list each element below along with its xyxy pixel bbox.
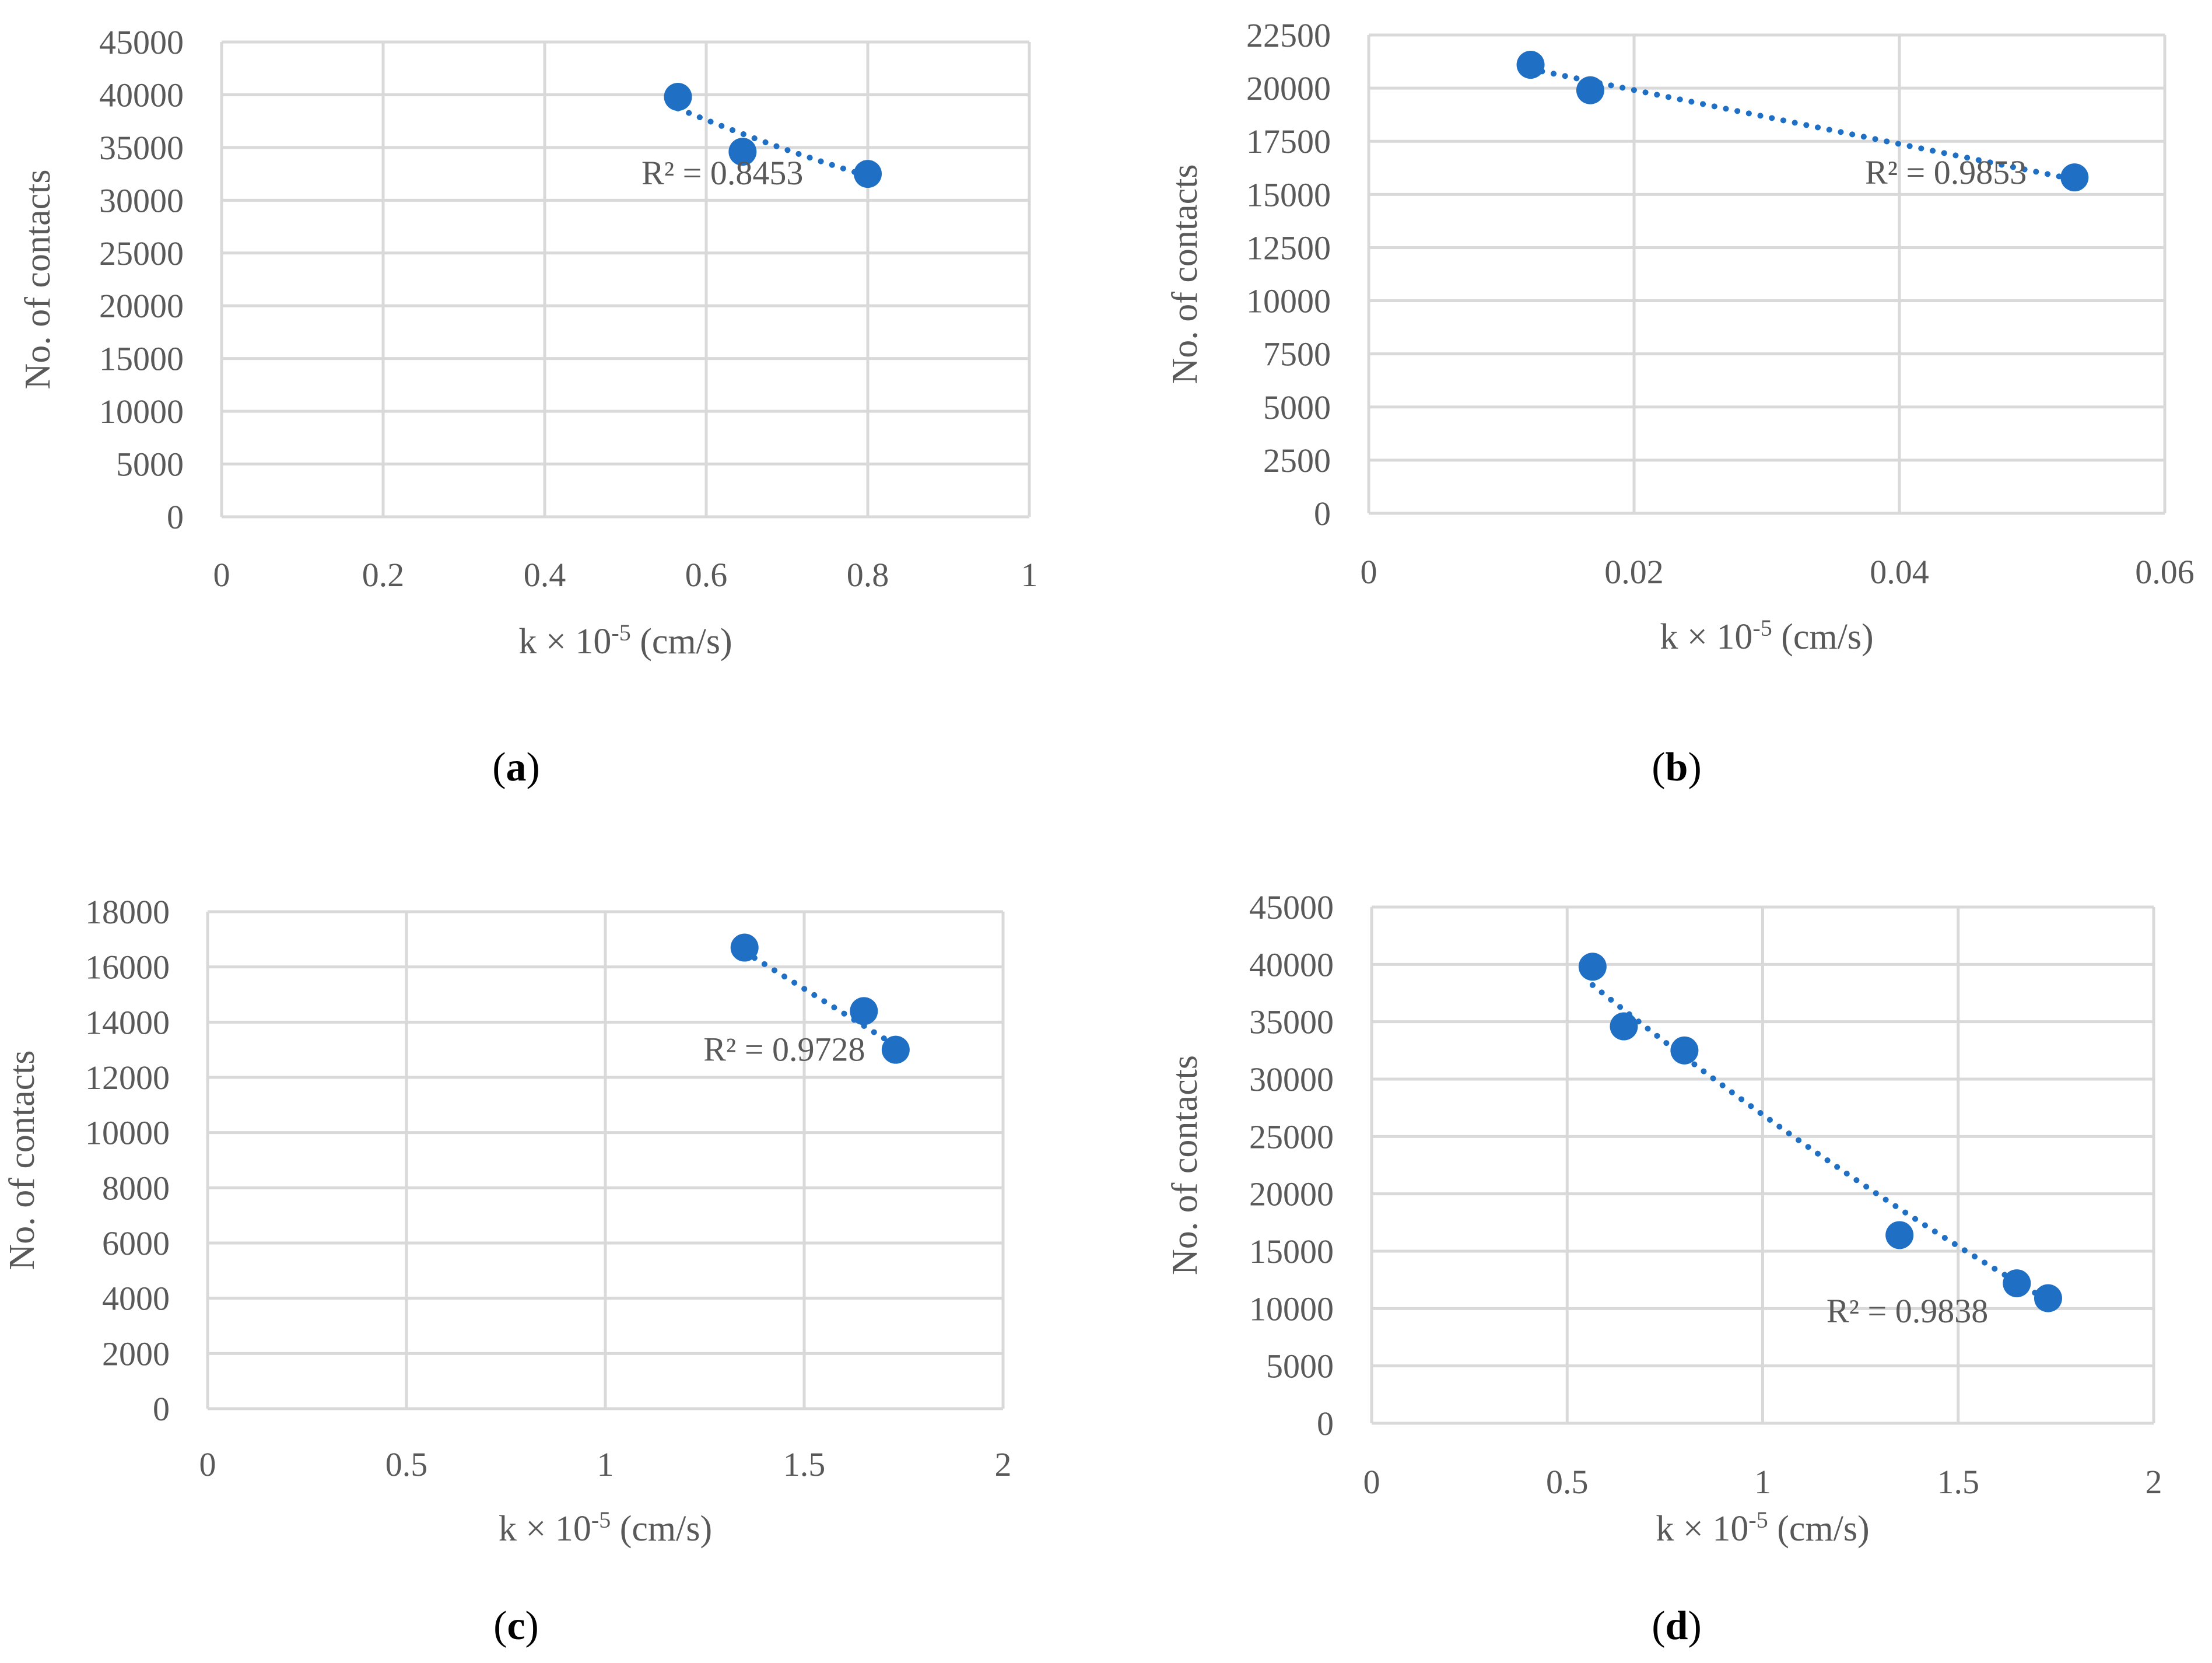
chart-panel-c: 0 2000 4000 6000 8000 10000 12000 14000 16000 180…: [2, 893, 1012, 1549]
r-squared-label: R² = 0.9728: [703, 1031, 865, 1069]
y-tick-label: 30000: [99, 181, 184, 219]
data-point: [1610, 1012, 1638, 1041]
y-axis-title: No. of contacts: [18, 169, 58, 389]
data-point: [1885, 1221, 1914, 1249]
chart-panel-d: 0 5000 10000 15000 20000 25000 30000 35000 40000…: [1165, 888, 2162, 1549]
data-point: [728, 138, 757, 166]
r-squared-label: R² = 0.8453: [641, 154, 803, 192]
y-tick-label: 25000: [1249, 1118, 1334, 1156]
data-point: [1516, 51, 1545, 79]
y-tick-label: 22500: [1246, 16, 1331, 54]
y-tick-label: 15000: [99, 340, 184, 378]
y-tick-label: 5000: [1266, 1347, 1334, 1385]
y-tick-label: 10000: [1246, 282, 1331, 320]
y-tick-label: 0: [167, 498, 184, 536]
r-squared-label: R² = 0.9838: [1827, 1292, 1988, 1330]
x-axis-title: k × 10-5 (cm/s): [1660, 615, 1873, 657]
x-tick-label: 0.02: [1604, 553, 1664, 591]
y-tick-label: 45000: [99, 23, 184, 61]
data-point: [664, 83, 692, 111]
y-tick-label: 12500: [1246, 229, 1331, 267]
x-tick-label: 0: [199, 1445, 216, 1483]
data-point: [2003, 1269, 2031, 1298]
x-tick-label: 0.8: [847, 556, 889, 594]
y-axis-title: No. of contacts: [1165, 164, 1205, 384]
y-tick-label: 7500: [1263, 335, 1331, 373]
chart-panel-b: 0 2500 5000 7500 10000 12500 15000 17500 20000 22…: [1165, 16, 2195, 657]
r-squared-label: R² = 0.9853: [1865, 153, 2027, 191]
data-point: [2034, 1284, 2062, 1312]
y-tick-label: 14000: [85, 1003, 170, 1041]
y-axis-title: No. of contacts: [2, 1050, 42, 1270]
caption-c: (c): [493, 1604, 539, 1648]
x-tick-label: 1.5: [1937, 1463, 1980, 1501]
y-tick-label: 35000: [99, 129, 184, 167]
y-tick-label: 0: [1317, 1405, 1334, 1443]
x-tick-label: 0.6: [685, 556, 728, 594]
data-point: [1576, 76, 1604, 104]
caption-b: (b): [1652, 745, 1702, 790]
x-tick-label: 2: [995, 1445, 1012, 1483]
y-tick-label: 10000: [1249, 1290, 1334, 1328]
x-tick-label: 0.4: [524, 556, 566, 594]
x-axis-title: k × 10-5 (cm/s): [1656, 1507, 1869, 1549]
y-tick-label: 15000: [1246, 176, 1331, 213]
y-axis-title: No. of contacts: [1165, 1055, 1205, 1275]
x-tick-label: 1: [1021, 556, 1038, 594]
x-tick-label: 0: [1363, 1463, 1380, 1501]
y-tick-label: 10000: [99, 393, 184, 430]
y-tick-label: 20000: [1246, 69, 1331, 107]
x-tick-label: 0.06: [2135, 553, 2195, 591]
x-axis-title: k × 10-5 (cm/s): [499, 1507, 712, 1549]
y-tick-label: 16000: [85, 948, 170, 986]
y-tick-label: 5000: [1263, 388, 1331, 426]
data-point: [730, 933, 759, 962]
x-tick-label: 0.2: [362, 556, 405, 594]
caption-a: (a): [492, 745, 540, 790]
x-tick-label: 0.5: [1546, 1463, 1589, 1501]
y-tick-label: 6000: [102, 1224, 170, 1262]
y-tick-label: 25000: [99, 234, 184, 272]
trendline: [675, 105, 871, 179]
y-tick-label: 15000: [1249, 1233, 1334, 1270]
y-tick-label: 30000: [1249, 1060, 1334, 1098]
y-tick-label: 0: [153, 1390, 170, 1428]
x-tick-label: 0.5: [385, 1445, 428, 1483]
y-tick-label: 12000: [85, 1059, 170, 1097]
data-point: [1670, 1036, 1699, 1065]
x-tick-label: 1: [597, 1445, 614, 1483]
y-tick-label: 18000: [85, 893, 170, 931]
data-point: [881, 1035, 910, 1064]
y-tick-label: 35000: [1249, 1003, 1334, 1041]
x-tick-label: 0: [1361, 553, 1377, 591]
y-tick-label: 4000: [102, 1280, 170, 1318]
y-tick-label: 8000: [102, 1169, 170, 1207]
data-point: [850, 997, 878, 1025]
y-tick-label: 17500: [1246, 122, 1331, 160]
y-tick-label: 45000: [1249, 888, 1334, 926]
y-tick-label: 20000: [1249, 1175, 1334, 1213]
chart-panel-a: 0 5000 10000 15000 20000 25000 30000 35000 40000…: [18, 23, 1038, 661]
data-point: [854, 160, 882, 188]
data-point: [1578, 953, 1607, 981]
y-tick-label: 2500: [1263, 442, 1331, 479]
caption-d: (d): [1652, 1604, 1702, 1648]
y-tick-label: 5000: [116, 446, 184, 484]
x-tick-label: 1: [1754, 1463, 1771, 1501]
y-tick-label: 40000: [99, 76, 184, 114]
x-tick-label: 2: [2146, 1463, 2162, 1501]
y-tick-label: 2000: [102, 1335, 170, 1373]
x-axis-title: k × 10-5 (cm/s): [518, 619, 732, 662]
trendline: [1527, 66, 2078, 183]
x-tick-label: 0: [213, 556, 230, 594]
data-point: [2060, 163, 2089, 192]
x-tick-label: 0.04: [1870, 553, 1929, 591]
x-tick-label: 1.5: [783, 1445, 826, 1483]
y-tick-label: 0: [1314, 495, 1331, 533]
y-tick-label: 20000: [99, 287, 184, 325]
trendline: [1589, 982, 2051, 1304]
y-tick-label: 10000: [85, 1114, 170, 1152]
y-tick-label: 40000: [1249, 946, 1334, 983]
